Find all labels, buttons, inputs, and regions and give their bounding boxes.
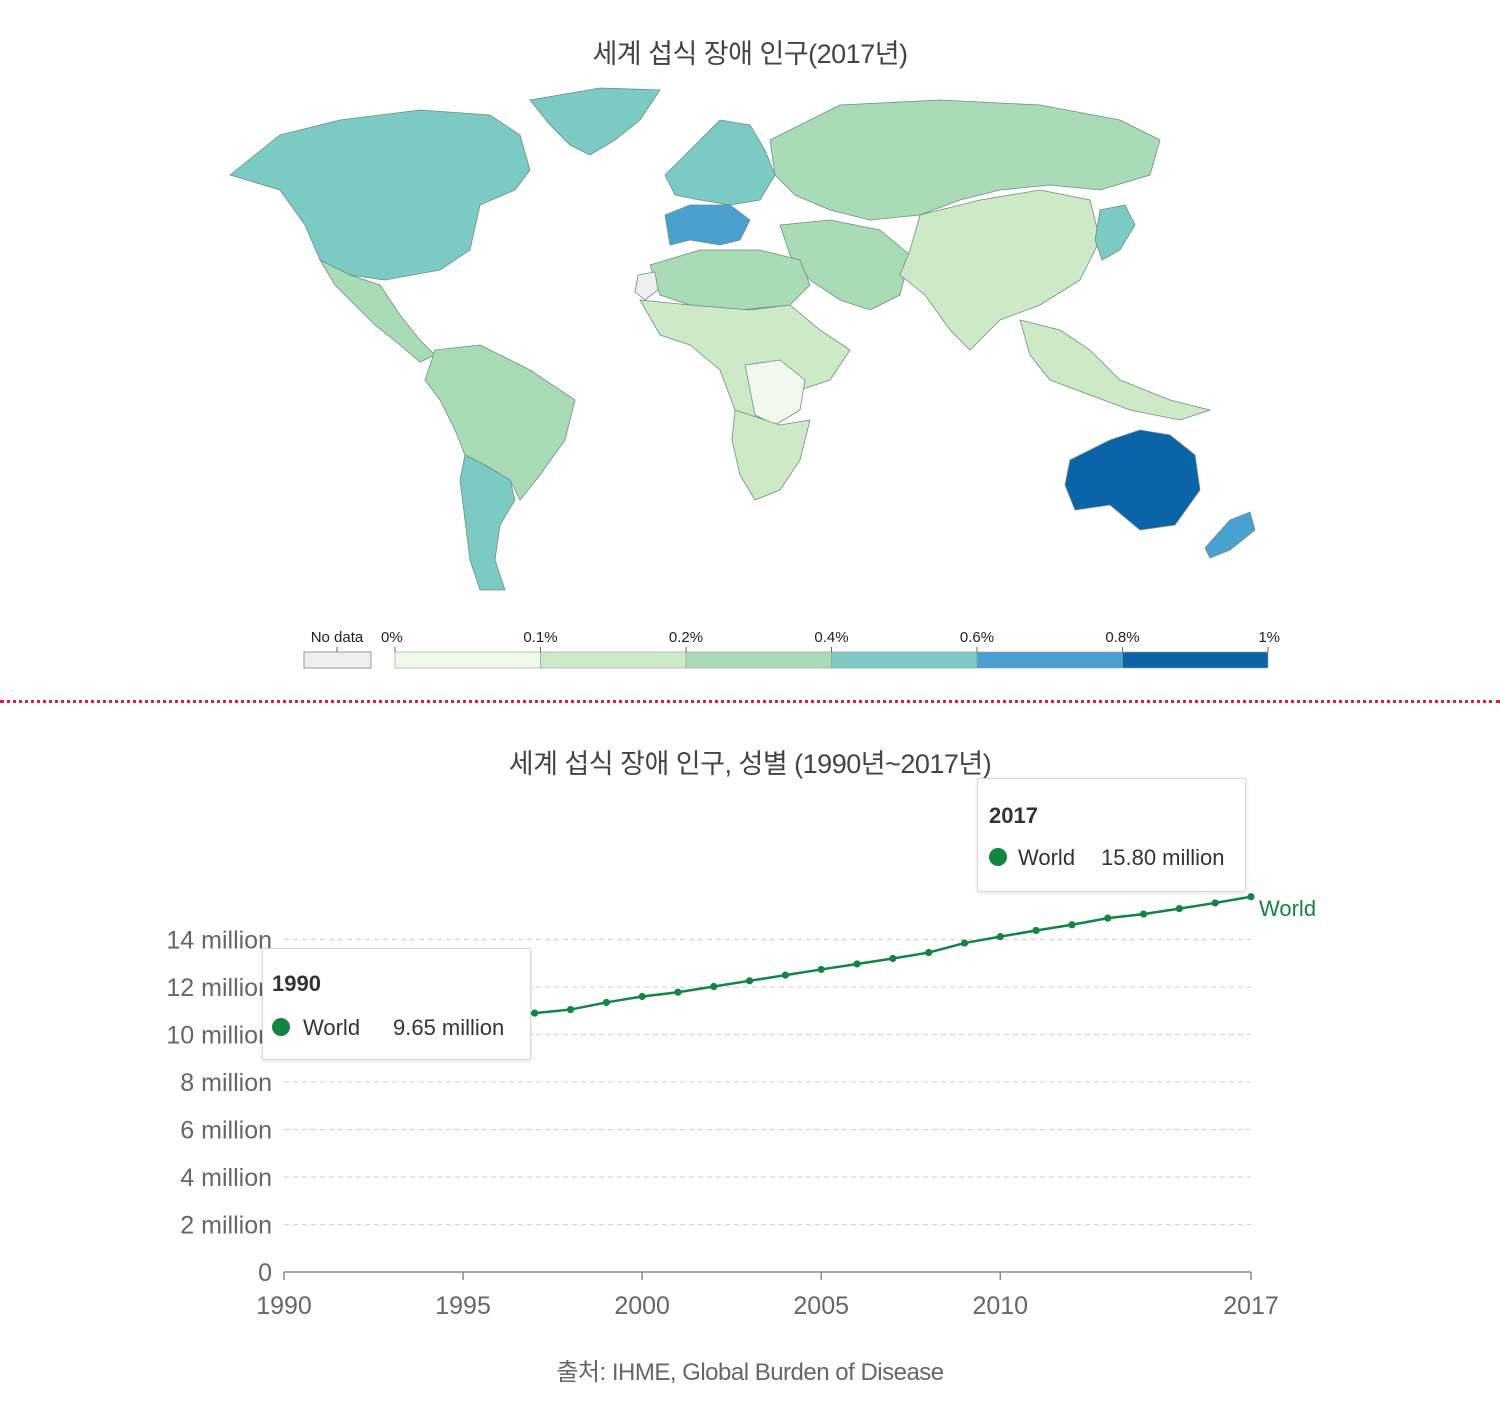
data-point (817, 965, 825, 974)
line-chart: 0 2 million 4 million 6 million 8 million 10 … (166, 893, 1316, 1320)
map-region-argentina-chile (459, 454, 516, 591)
legend-swatch (394, 651, 541, 669)
y-tick-label: 0 (258, 1259, 272, 1287)
data-point (853, 960, 861, 968)
tooltip-2017: 2017 World 15.80 million (977, 778, 1246, 892)
legend-stop-label: 0.4% (814, 629, 848, 646)
legend-stop-label: 0.1% (523, 629, 557, 646)
map-region-west-central-africa (639, 299, 851, 426)
legend-swatch (685, 651, 832, 669)
map-region-north-africa (649, 249, 811, 311)
data-point (638, 992, 646, 1001)
world-map (229, 87, 1256, 591)
legend-stop-label: 0.8% (1105, 629, 1139, 646)
data-point (1247, 893, 1255, 901)
data-point (674, 988, 682, 996)
map-region-southeast-asia (1019, 319, 1212, 421)
map-region-japan (1094, 204, 1136, 261)
y-tick-label: 4 million (180, 1164, 272, 1192)
map-region-south-america (424, 344, 576, 501)
tooltip-series-name: World (1018, 845, 1076, 870)
data-point (1175, 905, 1183, 913)
data-point (602, 998, 610, 1007)
legend-swatch (976, 651, 1123, 669)
map-legend: No data 0% 0.1% 0.2% 0.4% 0.6% 0.8% 1% (303, 629, 1280, 669)
data-point (710, 982, 718, 991)
data-point (889, 954, 897, 963)
data-point (1032, 926, 1040, 935)
y-tick-label: 8 million (180, 1069, 272, 1097)
data-point (1211, 899, 1219, 907)
source-note: 출처: IHME, Global Burden of Disease (556, 1359, 944, 1386)
data-point (531, 1009, 539, 1017)
y-tick-label: 6 million (180, 1117, 272, 1145)
data-point (1139, 910, 1148, 918)
legend-no-data-label: No data (311, 629, 364, 646)
data-point (1068, 921, 1076, 929)
map-region-north-america (229, 109, 531, 281)
x-tick-label: 1990 (256, 1292, 312, 1320)
line-chart-title: 세계 섭식 장애 인구, 성별 (1990년~2017년) (508, 749, 992, 779)
tooltip-1990: 1990 World 9.65 million (262, 948, 531, 1060)
map-region-greenland (529, 87, 661, 156)
y-tick-label: 14 million (166, 927, 272, 955)
map-region-central-africa-low (744, 359, 806, 426)
map-region-southern-africa (731, 409, 811, 501)
map-region-europe-north (664, 119, 776, 206)
tooltip-year: 2017 (989, 803, 1038, 828)
legend-stop-label: 1% (1258, 629, 1280, 646)
legend-swatch (831, 651, 978, 669)
y-tick-label: 2 million (180, 1212, 272, 1240)
x-tick-label: 2005 (793, 1292, 849, 1320)
data-point (781, 971, 790, 979)
data-point (745, 977, 754, 985)
tooltip-series-name: World (303, 1015, 361, 1040)
legend-stop-label: 0.2% (669, 629, 703, 646)
map-title: 세계 섭식 장애 인구(2017년) (592, 39, 908, 69)
legend-swatch (1122, 651, 1269, 669)
series-dot-icon (272, 1018, 290, 1036)
legend-stop-label: 0% (381, 629, 403, 646)
data-point (566, 1005, 575, 1014)
map-region-western-sahara (634, 271, 659, 301)
legend-swatch (540, 651, 687, 669)
x-tick-label: 2017 (1223, 1292, 1279, 1320)
x-tick-label: 2010 (972, 1292, 1028, 1320)
series-end-label: World (1259, 896, 1316, 921)
data-point (960, 939, 969, 947)
map-region-russia-central-asia (769, 99, 1161, 221)
map-region-mexico-central-america (318, 259, 436, 363)
data-point (925, 948, 933, 957)
y-tick-label: 10 million (166, 1022, 272, 1050)
section-divider (0, 700, 1500, 703)
tooltip-value: 15.80 million (1101, 845, 1225, 870)
map-region-australia (1064, 429, 1201, 531)
y-tick-label: 12 million (166, 974, 272, 1002)
x-tick-label: 2000 (614, 1292, 670, 1320)
data-point (996, 933, 1004, 941)
map-region-new-zealand (1204, 511, 1256, 559)
data-point (1104, 914, 1112, 922)
series-dot-icon (989, 848, 1007, 866)
legend-stop-label: 0.6% (960, 629, 994, 646)
tooltip-year: 1990 (272, 971, 321, 996)
map-region-europe-south (664, 204, 751, 246)
map-region-china-south-asia (899, 189, 1101, 351)
legend-no-data-swatch (303, 651, 372, 669)
tooltip-value: 9.65 million (393, 1015, 505, 1040)
x-tick-label: 1995 (435, 1292, 491, 1320)
